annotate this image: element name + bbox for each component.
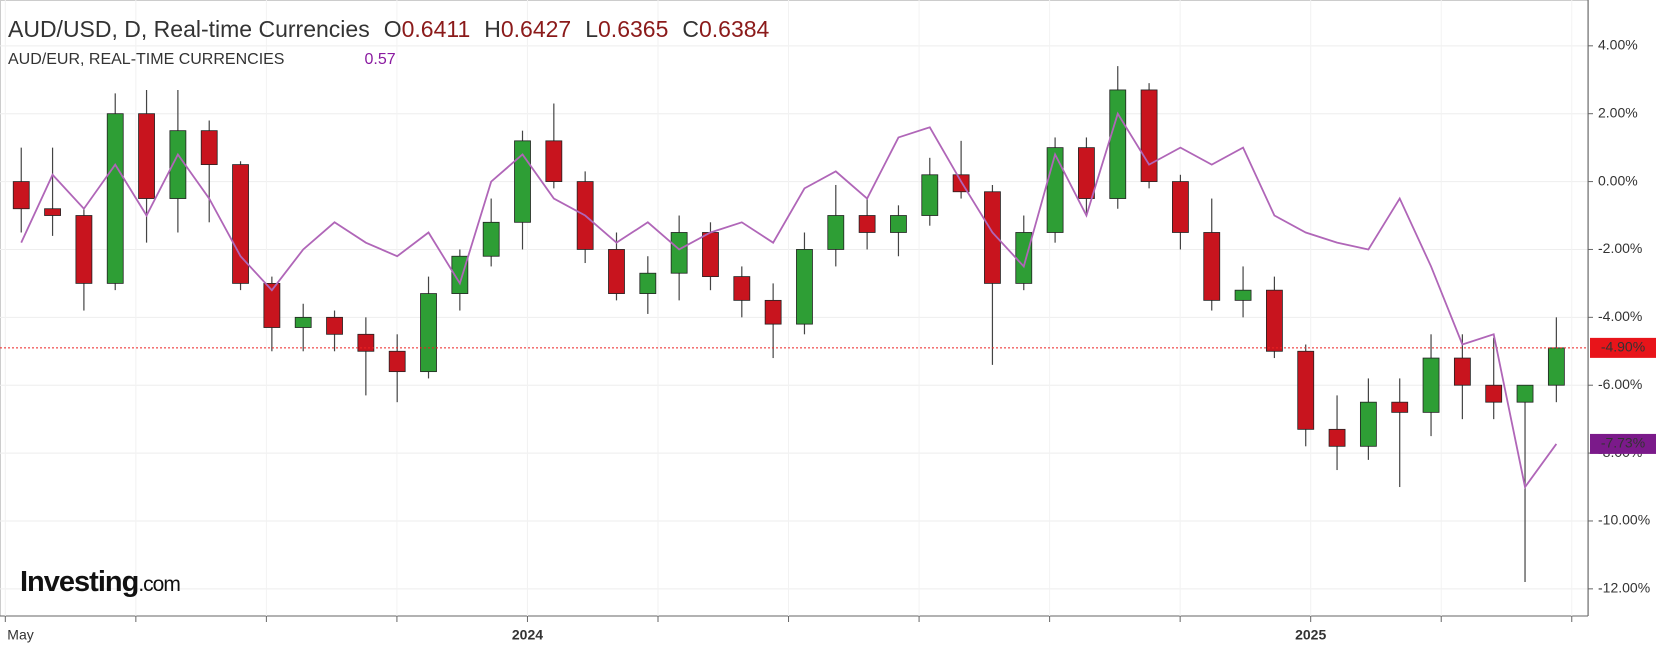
ohlc-value: 0.6411 — [401, 16, 471, 42]
y-tick-label: 0.00% — [1598, 172, 1638, 188]
candle-body — [1109, 89, 1127, 199]
ohlc-value: 0.6365 — [598, 16, 669, 42]
candle-body — [1547, 347, 1565, 386]
candle-body — [702, 232, 719, 278]
logo-suffix: .com — [138, 573, 181, 596]
legend-main: AUD/USD, D, Real-time Currencies O0.6411 H… — [8, 16, 769, 43]
candle-body — [545, 140, 563, 182]
x-tick-label: 2024 — [512, 627, 543, 643]
candle-body — [608, 249, 625, 294]
candle-body — [858, 215, 876, 233]
candle-body — [138, 113, 155, 199]
candle-body — [1266, 289, 1283, 352]
candle-body — [232, 164, 249, 284]
candle-body — [1516, 384, 1534, 403]
ohlc-value: 0.6427 — [500, 16, 572, 42]
candle-body — [200, 130, 218, 166]
logo-main: Investing — [20, 566, 139, 598]
compare-symbol[interactable]: AUD/EUR, REAL-TIME CURRENCIES — [8, 51, 285, 68]
x-axis-strip — [0, 616, 1665, 651]
candle-body — [733, 276, 751, 301]
ohlc-label: H — [484, 16, 501, 42]
compare-value: 0.57 — [364, 51, 396, 68]
candle-body — [75, 215, 93, 284]
candle-body — [12, 181, 30, 210]
candle-body — [1391, 401, 1409, 413]
candle-body — [796, 249, 813, 325]
candle-body — [984, 191, 1001, 284]
y-tick-label: -2.00% — [1598, 240, 1642, 256]
candle-body — [263, 282, 281, 328]
price-tag-label: -4.90% — [1601, 339, 1645, 355]
candle-body — [1297, 350, 1315, 430]
candle-body — [1453, 357, 1471, 386]
logo: Investing.com — [20, 566, 181, 599]
candle-body — [420, 293, 437, 373]
price-tag-label: -7.73% — [1601, 435, 1645, 451]
price-tag — [1590, 337, 1656, 358]
y-tick-label: 4.00% — [1598, 37, 1638, 53]
candle-body — [1328, 428, 1346, 447]
candle-body — [106, 113, 124, 284]
candle-body — [1078, 147, 1095, 199]
candle-body — [639, 272, 657, 294]
candle-body — [1359, 401, 1377, 447]
ohlc-label: O — [383, 16, 402, 42]
x-tick-label: May — [7, 627, 33, 643]
ohlc-label: L — [585, 16, 599, 42]
plot-border — [0, 0, 1589, 617]
legend-compare: AUD/EUR, REAL-TIME CURRENCIES 0.57 — [8, 51, 396, 69]
x-tick-label: 2025 — [1295, 627, 1326, 643]
symbol[interactable]: AUD/USD, D, Real-time Currencies — [8, 16, 370, 42]
candle-body — [764, 299, 782, 325]
ohlc-label: C — [682, 16, 699, 42]
candle-body — [44, 208, 61, 216]
compare-line — [20, 111, 1558, 490]
candle-body — [1172, 181, 1189, 233]
candle-body — [1234, 289, 1252, 301]
y-tick-label: -6.00% — [1598, 376, 1642, 392]
y-tick-label: -12.00% — [1598, 580, 1650, 596]
candle-body — [890, 215, 907, 233]
candle-body — [670, 232, 688, 274]
y-tick-label: 2.00% — [1598, 104, 1638, 120]
price-tag — [1590, 433, 1656, 454]
candle-body — [294, 316, 312, 328]
candle-body — [451, 255, 469, 294]
candle-body — [1046, 147, 1064, 233]
candle-body — [357, 333, 375, 352]
candle-body — [514, 140, 531, 223]
candle-body — [921, 174, 939, 216]
candle-body — [1015, 232, 1033, 284]
candle-body — [1422, 357, 1440, 413]
ohlc-value: 0.6384 — [699, 16, 770, 42]
candle-body — [326, 316, 343, 335]
y-tick-label: -4.00% — [1598, 308, 1642, 324]
y-tick-label: -10.00% — [1598, 512, 1650, 528]
candle-body — [1485, 384, 1503, 403]
candle-body — [1203, 232, 1221, 301]
candle-body — [388, 350, 406, 373]
candle-body — [1140, 89, 1158, 182]
candle-body — [482, 221, 500, 257]
candle-body — [827, 215, 845, 250]
